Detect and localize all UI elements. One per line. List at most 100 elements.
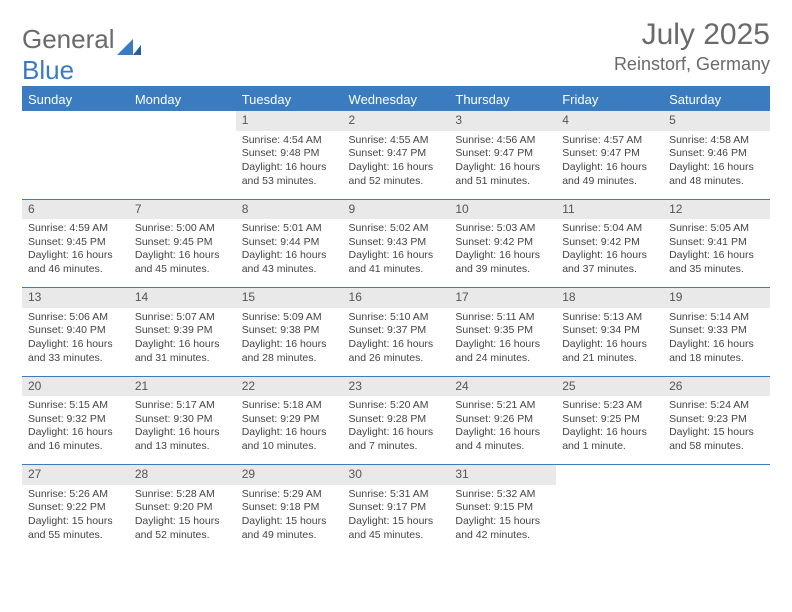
weekday-header: Tuesday	[236, 88, 343, 111]
calendar-cell: 15Sunrise: 5:09 AMSunset: 9:38 PMDayligh…	[236, 288, 343, 376]
calendar-cell: 9Sunrise: 5:02 AMSunset: 9:43 PMDaylight…	[343, 200, 450, 288]
day-number: 18	[556, 288, 663, 308]
day-content: Sunrise: 5:15 AMSunset: 9:32 PMDaylight:…	[22, 396, 129, 458]
weekday-header: Thursday	[449, 88, 556, 111]
month-title: July 2025	[614, 18, 770, 52]
calendar-cell: 28Sunrise: 5:28 AMSunset: 9:20 PMDayligh…	[129, 465, 236, 553]
day-content: Sunrise: 5:06 AMSunset: 9:40 PMDaylight:…	[22, 308, 129, 370]
day-number: 30	[343, 465, 450, 485]
day-number: 7	[129, 200, 236, 220]
calendar-cell: 25Sunrise: 5:23 AMSunset: 9:25 PMDayligh…	[556, 377, 663, 465]
weekday-header: Monday	[129, 88, 236, 111]
day-number: 15	[236, 288, 343, 308]
day-number: 8	[236, 200, 343, 220]
calendar-table: SundayMondayTuesdayWednesdayThursdayFrid…	[22, 88, 770, 553]
calendar-cell: 22Sunrise: 5:18 AMSunset: 9:29 PMDayligh…	[236, 377, 343, 465]
calendar-cell: 14Sunrise: 5:07 AMSunset: 9:39 PMDayligh…	[129, 288, 236, 376]
day-content: Sunrise: 5:00 AMSunset: 9:45 PMDaylight:…	[129, 219, 236, 281]
day-number: 12	[663, 200, 770, 220]
logo: General	[22, 24, 141, 55]
day-number: 2	[343, 111, 450, 131]
day-content: Sunrise: 4:58 AMSunset: 9:46 PMDaylight:…	[663, 131, 770, 193]
calendar-head: SundayMondayTuesdayWednesdayThursdayFrid…	[22, 88, 770, 111]
day-content: Sunrise: 5:10 AMSunset: 9:37 PMDaylight:…	[343, 308, 450, 370]
calendar-cell	[663, 465, 770, 553]
weekday-header: Saturday	[663, 88, 770, 111]
calendar-cell	[556, 465, 663, 553]
day-number: 23	[343, 377, 450, 397]
day-content: Sunrise: 5:23 AMSunset: 9:25 PMDaylight:…	[556, 396, 663, 458]
weekday-header: Sunday	[22, 88, 129, 111]
title-block: July 2025 Reinstorf, Germany	[614, 18, 770, 75]
calendar-cell: 31Sunrise: 5:32 AMSunset: 9:15 PMDayligh…	[449, 465, 556, 553]
calendar-body: 1Sunrise: 4:54 AMSunset: 9:48 PMDaylight…	[22, 111, 770, 553]
day-content: Sunrise: 5:17 AMSunset: 9:30 PMDaylight:…	[129, 396, 236, 458]
day-number: 3	[449, 111, 556, 131]
logo-text-1: General	[22, 24, 115, 55]
day-content: Sunrise: 5:18 AMSunset: 9:29 PMDaylight:…	[236, 396, 343, 458]
calendar-cell: 12Sunrise: 5:05 AMSunset: 9:41 PMDayligh…	[663, 200, 770, 288]
day-number: 31	[449, 465, 556, 485]
day-number: 11	[556, 200, 663, 220]
day-number: 25	[556, 377, 663, 397]
weekday-header: Wednesday	[343, 88, 450, 111]
day-content: Sunrise: 5:20 AMSunset: 9:28 PMDaylight:…	[343, 396, 450, 458]
day-number: 26	[663, 377, 770, 397]
calendar-cell: 23Sunrise: 5:20 AMSunset: 9:28 PMDayligh…	[343, 377, 450, 465]
day-number: 22	[236, 377, 343, 397]
day-content: Sunrise: 5:28 AMSunset: 9:20 PMDaylight:…	[129, 485, 236, 547]
calendar-cell: 20Sunrise: 5:15 AMSunset: 9:32 PMDayligh…	[22, 377, 129, 465]
day-content: Sunrise: 5:11 AMSunset: 9:35 PMDaylight:…	[449, 308, 556, 370]
calendar-week: 1Sunrise: 4:54 AMSunset: 9:48 PMDaylight…	[22, 111, 770, 199]
day-content: Sunrise: 4:54 AMSunset: 9:48 PMDaylight:…	[236, 131, 343, 193]
day-content: Sunrise: 5:07 AMSunset: 9:39 PMDaylight:…	[129, 308, 236, 370]
location: Reinstorf, Germany	[614, 54, 770, 75]
day-number: 16	[343, 288, 450, 308]
calendar-cell: 27Sunrise: 5:26 AMSunset: 9:22 PMDayligh…	[22, 465, 129, 553]
calendar-cell: 6Sunrise: 4:59 AMSunset: 9:45 PMDaylight…	[22, 200, 129, 288]
day-content: Sunrise: 4:57 AMSunset: 9:47 PMDaylight:…	[556, 131, 663, 193]
logo-text-2: Blue	[22, 55, 74, 86]
day-number: 29	[236, 465, 343, 485]
calendar-cell: 30Sunrise: 5:31 AMSunset: 9:17 PMDayligh…	[343, 465, 450, 553]
day-content: Sunrise: 5:05 AMSunset: 9:41 PMDaylight:…	[663, 219, 770, 281]
calendar-cell: 21Sunrise: 5:17 AMSunset: 9:30 PMDayligh…	[129, 377, 236, 465]
day-content: Sunrise: 5:26 AMSunset: 9:22 PMDaylight:…	[22, 485, 129, 547]
day-content: Sunrise: 5:31 AMSunset: 9:17 PMDaylight:…	[343, 485, 450, 547]
calendar-cell: 13Sunrise: 5:06 AMSunset: 9:40 PMDayligh…	[22, 288, 129, 376]
calendar-week: 13Sunrise: 5:06 AMSunset: 9:40 PMDayligh…	[22, 288, 770, 376]
calendar-week: 20Sunrise: 5:15 AMSunset: 9:32 PMDayligh…	[22, 377, 770, 465]
day-content: Sunrise: 4:55 AMSunset: 9:47 PMDaylight:…	[343, 131, 450, 193]
day-number: 13	[22, 288, 129, 308]
day-content: Sunrise: 5:24 AMSunset: 9:23 PMDaylight:…	[663, 396, 770, 458]
day-number: 21	[129, 377, 236, 397]
day-number: 5	[663, 111, 770, 131]
day-content: Sunrise: 5:03 AMSunset: 9:42 PMDaylight:…	[449, 219, 556, 281]
calendar-cell: 4Sunrise: 4:57 AMSunset: 9:47 PMDaylight…	[556, 111, 663, 199]
day-content: Sunrise: 5:32 AMSunset: 9:15 PMDaylight:…	[449, 485, 556, 547]
calendar-cell: 16Sunrise: 5:10 AMSunset: 9:37 PMDayligh…	[343, 288, 450, 376]
calendar-cell: 1Sunrise: 4:54 AMSunset: 9:48 PMDaylight…	[236, 111, 343, 199]
day-number: 28	[129, 465, 236, 485]
day-content: Sunrise: 5:04 AMSunset: 9:42 PMDaylight:…	[556, 219, 663, 281]
day-number: 20	[22, 377, 129, 397]
day-content: Sunrise: 5:01 AMSunset: 9:44 PMDaylight:…	[236, 219, 343, 281]
calendar-cell: 8Sunrise: 5:01 AMSunset: 9:44 PMDaylight…	[236, 200, 343, 288]
day-content: Sunrise: 5:14 AMSunset: 9:33 PMDaylight:…	[663, 308, 770, 370]
calendar-cell: 7Sunrise: 5:00 AMSunset: 9:45 PMDaylight…	[129, 200, 236, 288]
calendar-cell	[22, 111, 129, 199]
calendar-week: 27Sunrise: 5:26 AMSunset: 9:22 PMDayligh…	[22, 465, 770, 553]
calendar-cell: 3Sunrise: 4:56 AMSunset: 9:47 PMDaylight…	[449, 111, 556, 199]
day-number: 19	[663, 288, 770, 308]
calendar-cell: 2Sunrise: 4:55 AMSunset: 9:47 PMDaylight…	[343, 111, 450, 199]
calendar-cell: 24Sunrise: 5:21 AMSunset: 9:26 PMDayligh…	[449, 377, 556, 465]
calendar-cell: 17Sunrise: 5:11 AMSunset: 9:35 PMDayligh…	[449, 288, 556, 376]
day-content: Sunrise: 5:02 AMSunset: 9:43 PMDaylight:…	[343, 219, 450, 281]
day-number: 4	[556, 111, 663, 131]
calendar-cell: 26Sunrise: 5:24 AMSunset: 9:23 PMDayligh…	[663, 377, 770, 465]
day-number: 27	[22, 465, 129, 485]
day-number: 14	[129, 288, 236, 308]
day-content: Sunrise: 5:29 AMSunset: 9:18 PMDaylight:…	[236, 485, 343, 547]
calendar-cell: 10Sunrise: 5:03 AMSunset: 9:42 PMDayligh…	[449, 200, 556, 288]
day-content: Sunrise: 5:21 AMSunset: 9:26 PMDaylight:…	[449, 396, 556, 458]
